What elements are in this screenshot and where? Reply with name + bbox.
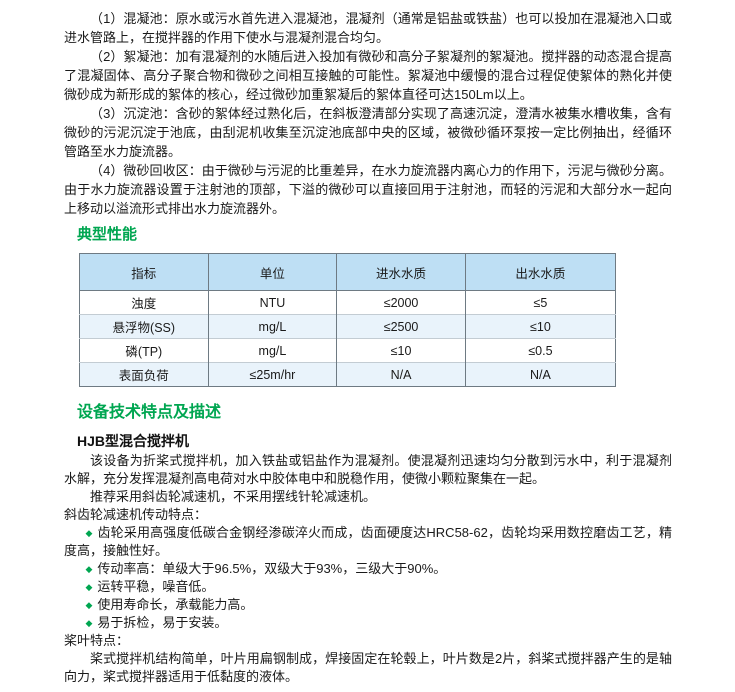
blade-features-intro: 桨叶特点： — [64, 633, 130, 648]
table-header-row: 指标 单位 进水水质 出水水质 — [79, 253, 616, 291]
section-title-performance: 典型性能 — [77, 226, 138, 243]
diamond-bullet-icon: ◆ — [85, 564, 93, 574]
table-cell: ≤0.5 — [464, 338, 616, 363]
table-row: 浊度 NTU ≤2000 ≤5 — [80, 290, 616, 315]
diamond-bullet-icon: ◆ — [85, 618, 93, 628]
feature-paragraph: 推荐采用斜齿轮减速机，不采用摆线针轮减速机。 — [90, 489, 377, 504]
features-body: 该设备为折桨式搅拌机，加入铁盐或铝盐作为混凝剂。使混凝剂迅速均匀分散到污水中，利… — [64, 452, 672, 686]
table-cell: mg/L — [207, 314, 337, 339]
bullet-item: ◆ 使用寿命长，承载能力高。 — [64, 596, 672, 614]
table-header-cell: 单位 — [207, 253, 337, 291]
table-cell: 磷(TP) — [79, 338, 209, 363]
table-header-cell: 出水水质 — [464, 253, 616, 291]
table-cell: NTU — [207, 290, 337, 315]
blade-paragraph: 桨式搅拌机结构简单，叶片用扁钢制成，焊接固定在轮毂上，叶片数是2片，斜桨式搅拌器… — [64, 651, 672, 684]
bullet-text: 传动率高：单级大于96.5%，双级大于93%，三级大于90%。 — [97, 561, 447, 576]
table-cell: ≤5 — [464, 290, 616, 315]
gear-features-intro: 斜齿轮减速机传动特点： — [64, 507, 208, 522]
table-header-cell: 进水水质 — [336, 253, 466, 291]
table-cell: 表面负荷 — [79, 362, 209, 387]
bullet-item: ◆ 易于拆检，易于安装。 — [64, 614, 672, 632]
table-cell: N/A — [336, 362, 466, 387]
table-cell: ≤2500 — [336, 314, 466, 339]
performance-table: 指标 单位 进水水质 出水水质 浊度 NTU ≤2000 ≤5 悬浮物(SS) … — [79, 253, 616, 387]
intro-paragraph-4: （4）微砂回收区：由于微砂与污泥的比重差异，在水力旋流器内离心力的作用下，污泥与… — [64, 163, 672, 216]
intro-paragraph-2: （2）絮凝池：加有混凝剂的水随后进入投加有微砂和高分子絮凝剂的絮凝池。搅拌器的动… — [64, 49, 672, 102]
diamond-bullet-icon: ◆ — [85, 582, 93, 592]
intro-paragraph-1: （1）混凝池：原水或污水首先进入混凝池，混凝剂（通常是铝盐或铁盐）也可以投加在混… — [64, 11, 672, 45]
bullet-item: ◆ 齿轮采用高强度低碳合金钢经渗碳淬火而成，齿面硬度达HRC58-62，齿轮均采用… — [64, 524, 672, 560]
bullet-text: 齿轮采用高强度低碳合金钢经渗碳淬火而成，齿面硬度达HRC58-62，齿轮均采用数… — [64, 525, 672, 558]
bullet-item: ◆ 运转平稳，噪音低。 — [64, 578, 672, 596]
table-row: 表面负荷 ≤25m/hr N/A N/A — [79, 362, 616, 387]
feature-paragraph: 该设备为折桨式搅拌机，加入铁盐或铝盐作为混凝剂。使混凝剂迅速均匀分散到污水中，利… — [64, 453, 672, 486]
table-cell: ≤2000 — [336, 290, 466, 315]
bullet-item: ◆ 传动率高：单级大于96.5%，双级大于93%，三级大于90%。 — [64, 560, 672, 578]
diamond-bullet-icon: ◆ — [85, 600, 93, 610]
table-cell: ≤10 — [336, 338, 466, 363]
table-cell: N/A — [464, 362, 616, 387]
table-row: 悬浮物(SS) mg/L ≤2500 ≤10 — [79, 314, 616, 339]
intro-paragraph-3: （3）沉淀池：含砂的絮体经过熟化后，在斜板澄清部分实现了高速沉淀，澄清水被集水槽… — [64, 106, 672, 159]
table-cell: ≤25m/hr — [207, 362, 337, 387]
table-row: 磷(TP) mg/L ≤10 ≤0.5 — [79, 338, 616, 363]
subsection-title-mixer: HJB型混合搅拌机 — [77, 433, 190, 449]
diamond-bullet-icon: ◆ — [85, 528, 93, 538]
table-cell: mg/L — [207, 338, 337, 363]
section-title-features: 设备技术特点及描述 — [77, 404, 222, 421]
bullet-text: 易于拆检，易于安装。 — [97, 615, 228, 630]
table-cell: 浊度 — [131, 297, 157, 311]
table-cell: ≤10 — [464, 314, 616, 339]
table-header-cell: 指标 — [79, 253, 209, 291]
bullet-text: 运转平稳，噪音低。 — [97, 579, 215, 594]
bullet-text: 使用寿命长，承载能力高。 — [97, 597, 254, 612]
table-cell: 悬浮物(SS) — [79, 314, 209, 339]
